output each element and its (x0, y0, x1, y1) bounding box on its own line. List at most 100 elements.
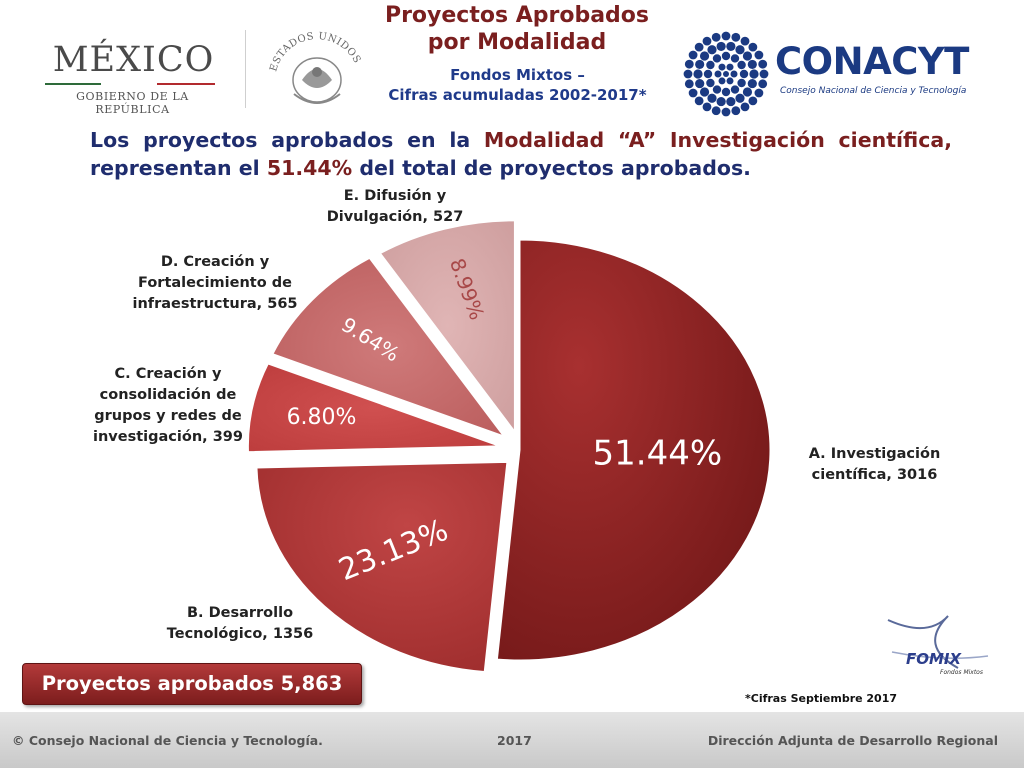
footer-center: 2017 (497, 733, 532, 748)
pie-slice-a (496, 239, 771, 661)
conacyt-dot (716, 96, 726, 107)
pie-percent-a: 51.44% (593, 434, 723, 474)
headline-part-1: Los proyectos aprobados en la (90, 128, 484, 152)
conacyt-dot (683, 69, 693, 79)
footer-left: © Consejo Nacional de Ciencia y Tecnolog… (12, 733, 323, 748)
conacyt-dot (707, 93, 717, 103)
conacyt-dot (714, 70, 722, 78)
headline: Los proyectos aprobados en la Modalidad … (90, 126, 952, 182)
label-d: D. Creación y Fortalecimiento de infraes… (115, 252, 315, 315)
conacyt-subtitle: Consejo Nacional de Ciencia y Tecnología (780, 86, 967, 96)
conacyt-dot (735, 45, 745, 55)
label-a: A. Investigación científica, 3016 (792, 444, 957, 486)
conacyt-dot (688, 88, 698, 98)
conacyt-dot (695, 78, 705, 89)
conacyt-dot (742, 87, 753, 97)
headline-part-3: del total de proyectos aprobados. (352, 156, 751, 180)
conacyt-dot (693, 69, 703, 79)
title-line-2: por Modalidad (427, 30, 607, 55)
label-d-line-2: Fortalecimiento de (138, 275, 292, 291)
conacyt-dot (730, 54, 740, 63)
conacyt-dot (684, 79, 694, 89)
label-a-line-2: científica, 3016 (811, 467, 938, 483)
fomix-sub: Fondos Mixtos (940, 669, 983, 676)
headline-modalidad: Modalidad “A” Investigación científica, (483, 128, 952, 152)
conacyt-dot (737, 60, 746, 70)
conacyt-dot (694, 96, 704, 106)
conacyt-dot (723, 71, 729, 77)
footer-right: Dirección Adjunta de Desarrollo Regional (707, 733, 998, 748)
footnote: *Cifras Septiembre 2017 (745, 692, 898, 705)
fomix-name: FOMIX (906, 650, 963, 668)
conacyt-dot (726, 41, 736, 52)
conacyt-dot (699, 87, 710, 97)
conacyt-dot (726, 63, 734, 71)
conacyt-dot (735, 93, 745, 103)
flag-stripe (45, 83, 215, 85)
footer-bar (0, 712, 1024, 768)
label-c-line-3: grupos y redes de (94, 408, 242, 424)
conacyt-dot (718, 63, 726, 71)
subtitle-line-2: Cifras acumuladas 2002-2017* (388, 86, 647, 104)
conacyt-dot (759, 69, 769, 79)
label-a-line-1: A. Investigación (808, 446, 941, 462)
pie-slice-e (379, 220, 515, 433)
conacyt-dot (721, 107, 731, 117)
label-d-line-3: infraestructura, 565 (132, 296, 298, 312)
label-c-line-2: consolidación de (99, 387, 237, 403)
divider (245, 30, 246, 108)
conacyt-logo-text: CONACYT (775, 40, 969, 83)
label-e-line-1: E. Difusión y (343, 188, 447, 204)
conacyt-dot (711, 32, 721, 42)
page-title: Proyectos Aprobados por Modalidad (372, 2, 662, 56)
conacyt-dot (721, 87, 731, 97)
conacyt-dot (749, 69, 759, 79)
conacyt-dot (758, 79, 768, 89)
total-projects-badge: Proyectos aprobados 5,863 (22, 663, 362, 705)
pie-slice-d (272, 257, 505, 437)
conacyt-dot (748, 42, 758, 52)
conacyt-dot (740, 102, 750, 112)
conacyt-dot (721, 51, 731, 61)
conacyt-dot (706, 78, 715, 88)
conacyt-dot (684, 59, 694, 69)
conacyt-dot (747, 59, 757, 70)
conacyt-dot (716, 41, 726, 52)
headline-percent: 51.44% (266, 156, 353, 180)
conacyt-dot (737, 78, 746, 88)
pie-slice-c (247, 363, 499, 453)
conacyt-dot (754, 88, 764, 98)
mexico-logo-text: MÉXICO (52, 40, 215, 80)
conacyt-dot (721, 31, 731, 41)
conacyt-dot (707, 45, 717, 55)
pie-percent-c: 6.80% (287, 405, 357, 430)
conacyt-dot (703, 69, 713, 79)
conacyt-dot (688, 50, 698, 60)
label-e-line-2: Divulgación, 527 (326, 209, 464, 225)
conacyt-dot (758, 59, 768, 69)
conacyt-dot (726, 77, 734, 85)
title-line-1: Proyectos Aprobados (384, 3, 650, 28)
conacyt-dot (694, 42, 704, 52)
conacyt-dot (731, 106, 741, 116)
label-d-line-1: D. Creación y (160, 254, 270, 270)
conacyt-dot (712, 85, 722, 94)
conacyt-dot (711, 106, 721, 116)
fomix-logo-icon: FOMIX Fondos Mixtos (887, 615, 989, 676)
label-e: E. Difusión y Divulgación, 527 (300, 186, 490, 228)
conacyt-dot (726, 96, 736, 107)
conacyt-dot (730, 70, 738, 78)
pie-slice-b (256, 461, 508, 672)
conacyt-dot (747, 78, 757, 89)
label-c: C. Creación y consolidación de grupos y … (78, 364, 258, 448)
conacyt-dot (695, 59, 705, 70)
label-b-line-2: Tecnológico, 1356 (166, 626, 314, 642)
conacyt-dot (702, 36, 712, 46)
conacyt-dot (699, 51, 710, 61)
conacyt-dot (742, 51, 753, 61)
pie-chart: 51.44%23.13%6.80%9.64%8.99% (247, 220, 771, 672)
conacyt-dot (739, 69, 749, 79)
label-c-line-1: C. Creación y (114, 366, 222, 382)
conacyt-dot (702, 102, 712, 112)
conacyt-dot (730, 85, 740, 94)
